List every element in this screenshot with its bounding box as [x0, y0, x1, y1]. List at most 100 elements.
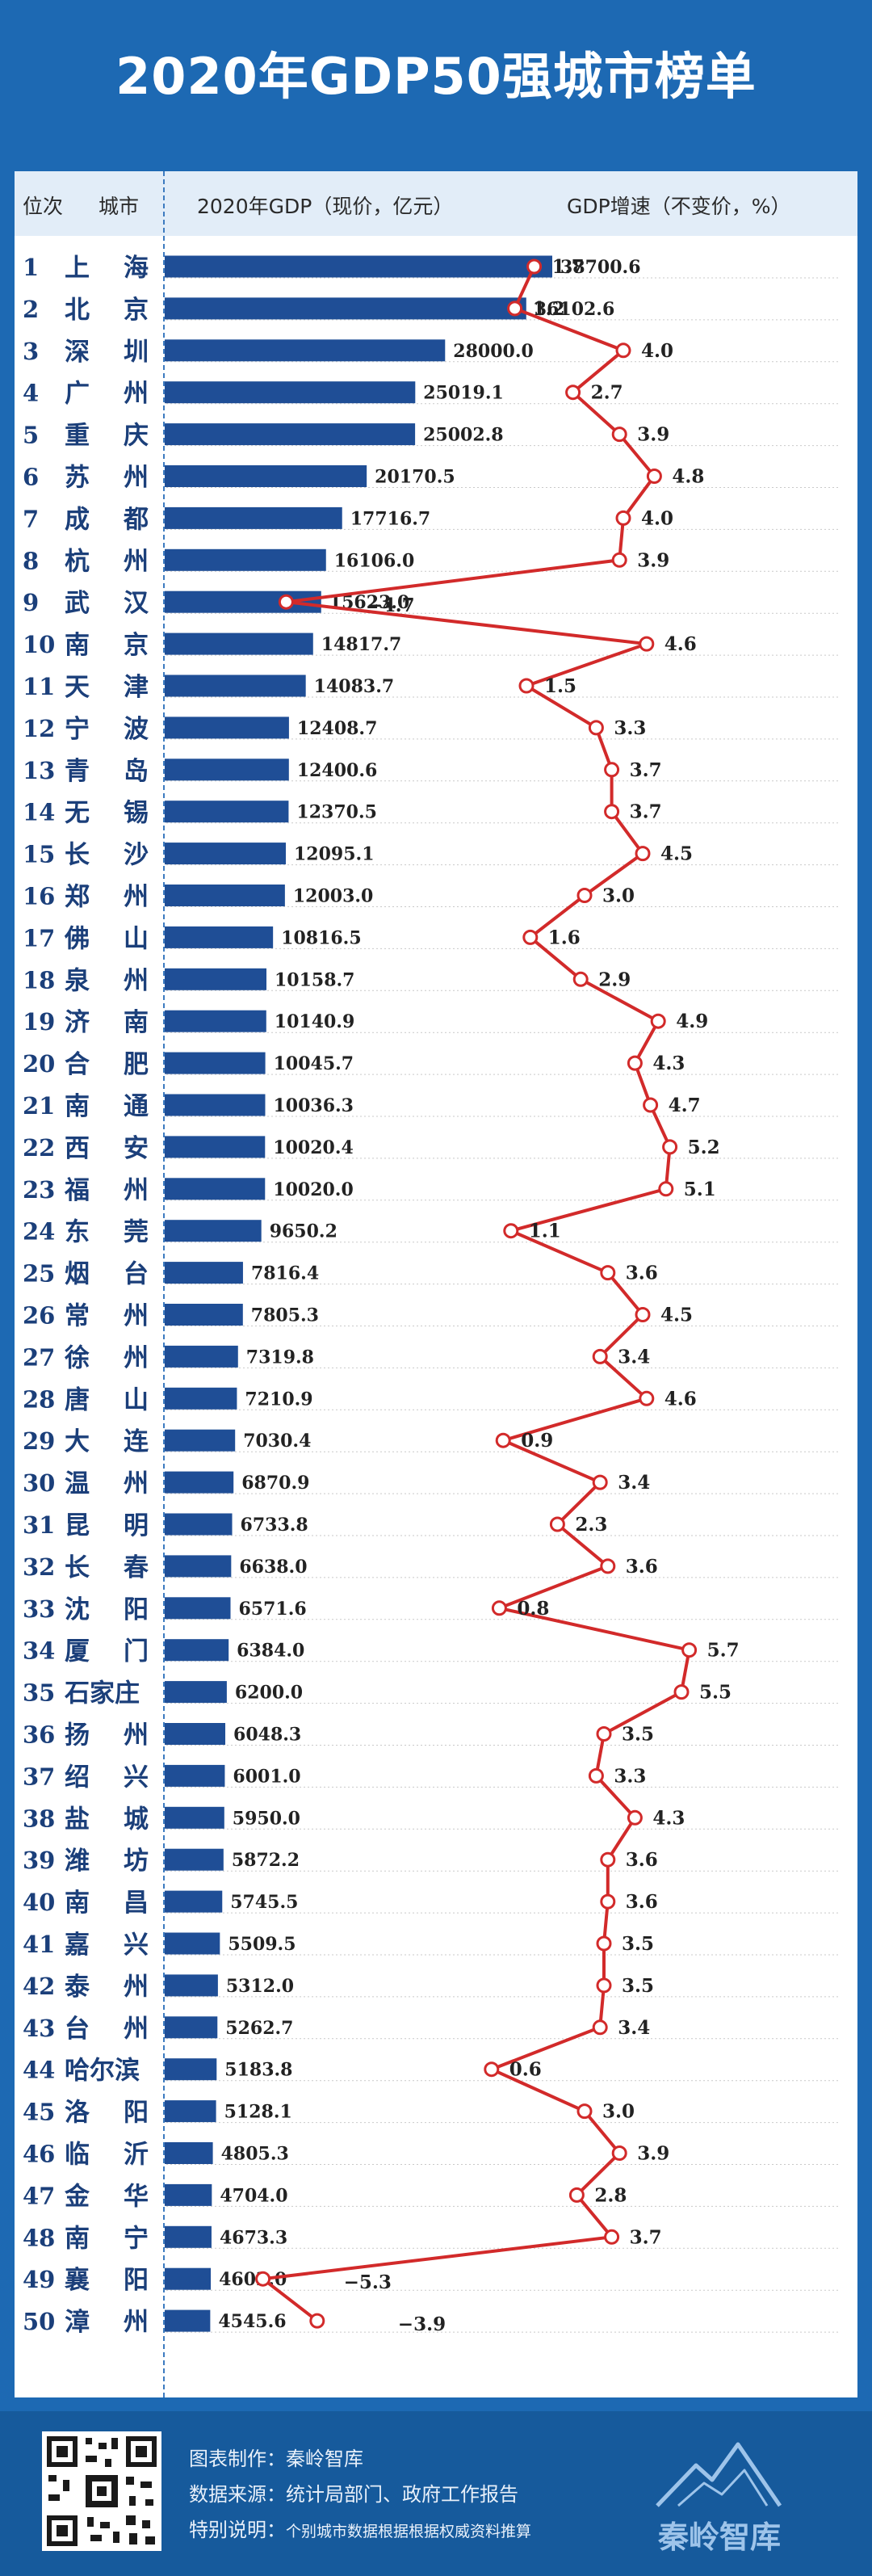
growth-value-label: 5.5: [699, 1682, 732, 1704]
gdp-value-label: 7319.8: [246, 1347, 314, 1368]
city-label: 长沙: [65, 841, 149, 870]
city-label: 青岛: [65, 757, 149, 786]
growth-point: [588, 1767, 604, 1784]
gdp-bar: [165, 2142, 213, 2164]
growth-point: [611, 2145, 627, 2161]
gdp-value-label: 5262.7: [225, 2018, 293, 2039]
rank-label: 33: [23, 1595, 55, 1623]
city-label: 常州: [65, 1302, 149, 1331]
growth-value-label: 2.9: [598, 969, 631, 990]
gdp-value-label: 6200.0: [235, 1683, 303, 1704]
growth-value-label: 0.8: [517, 1598, 549, 1620]
growth-point: [507, 300, 523, 317]
gdp-value-label: 10020.0: [273, 1179, 354, 1200]
growth-value-label: 3.4: [618, 1472, 650, 1494]
gdp-value-label: 4545.6: [218, 2311, 286, 2332]
gdp-bar: [165, 423, 416, 446]
gdp-bar: [165, 1262, 243, 1284]
gdp-value-label: 12400.6: [297, 760, 378, 781]
growth-point: [568, 2187, 585, 2203]
gdp-bar: [165, 1345, 238, 1368]
city-label: 深圳: [65, 338, 149, 367]
city-label: 石家庄: [64, 1679, 140, 1708]
city-label: 沈阳: [65, 1595, 149, 1624]
rank-label: 39: [23, 1847, 55, 1874]
growth-point: [615, 510, 631, 526]
city-label: 天津: [65, 673, 149, 702]
growth-value-label: 5.1: [684, 1179, 716, 1200]
gdp-value-label: 16106.0: [334, 550, 415, 571]
rank-label: 30: [23, 1469, 55, 1497]
growth-point: [650, 1013, 666, 1029]
header-rank: 位次: [23, 195, 64, 218]
city-label: 武汉: [65, 589, 149, 618]
mountain-logo-icon: [656, 2442, 782, 2507]
growth-point: [658, 1181, 674, 1197]
city-label: 泰州: [65, 1973, 149, 2002]
growth-point: [565, 385, 581, 401]
city-label: 西安: [65, 1134, 149, 1163]
gdp-bar: [165, 1471, 234, 1494]
city-label: 泉州: [65, 966, 149, 995]
city-label: 济南: [65, 1008, 149, 1037]
growth-value-label: 3.9: [637, 2143, 669, 2165]
growth-value-label: 1.1: [529, 1221, 561, 1242]
city-label: 襄阳: [65, 2266, 149, 2295]
growth-value-label: 4.3: [652, 1807, 685, 1829]
growth-value-label: 4.7: [669, 1095, 701, 1116]
growth-point: [615, 342, 631, 359]
growth-value-label: 3.4: [618, 2017, 650, 2039]
rank-label: 38: [23, 1805, 55, 1832]
growth-point: [604, 804, 620, 820]
growth-point: [611, 552, 627, 568]
rank-label: 50: [23, 2308, 55, 2335]
rank-label: 35: [23, 1679, 55, 1707]
gdp-value-label: 9650.2: [270, 1221, 337, 1242]
rank-label: 10: [23, 631, 55, 658]
gdp-bar: [165, 255, 552, 278]
growth-point: [643, 1097, 659, 1113]
rank-label: 32: [23, 1553, 55, 1581]
gdp-value-label: 7816.4: [251, 1263, 319, 1284]
growth-value-label: 3.6: [626, 1556, 658, 1578]
growth-value-label: 1.6: [548, 927, 581, 948]
rank-label: 31: [23, 1511, 55, 1539]
rank-label: 20: [23, 1050, 55, 1078]
gdp-value-label: 36102.6: [535, 299, 615, 320]
city-label: 郑州: [65, 883, 149, 912]
city-label: 金华: [64, 2182, 149, 2211]
gdp-bar: [165, 1513, 233, 1536]
rank-label: 15: [23, 841, 55, 868]
gdp-value-label: 12003.0: [293, 886, 374, 907]
gdp-bar: [165, 2309, 211, 2332]
growth-value-label: 0.6: [509, 2059, 542, 2081]
gdp-bar: [165, 843, 287, 865]
rank-label: 11: [23, 673, 55, 700]
gdp-value-label: 5745.5: [230, 1892, 298, 1913]
footer-note-text: 个别城市数据根据根据权威资料推算: [286, 2523, 532, 2540]
city-label: 广州: [65, 380, 149, 409]
rank-label: 23: [23, 1176, 55, 1204]
gdp-bar: [165, 1178, 266, 1200]
rank-label: 3: [23, 338, 39, 365]
rank-label: 17: [23, 924, 55, 952]
growth-value-label: 4.3: [652, 1053, 685, 1074]
rank-label: 37: [23, 1763, 55, 1790]
city-label: 长春: [65, 1553, 149, 1582]
gdp-bar: [165, 1639, 229, 1662]
rank-label: 22: [23, 1134, 55, 1162]
city-label: 成都: [65, 505, 149, 534]
gdp-bar: [165, 1429, 236, 1452]
growth-value-label: 4.6: [664, 1388, 697, 1410]
growth-value-label: 0.9: [521, 1430, 553, 1452]
growth-point: [639, 636, 655, 652]
growth-value-label: 3.9: [637, 549, 669, 571]
rank-label: 14: [23, 799, 55, 826]
rank-label: 44: [23, 2057, 55, 2084]
growth-point: [576, 888, 593, 903]
city-label: 杭州: [65, 547, 149, 576]
rank-label: 8: [23, 547, 39, 574]
rank-label: 4: [23, 380, 39, 407]
rank-label: 5: [23, 422, 39, 449]
city-label: 临沂: [65, 2141, 149, 2170]
